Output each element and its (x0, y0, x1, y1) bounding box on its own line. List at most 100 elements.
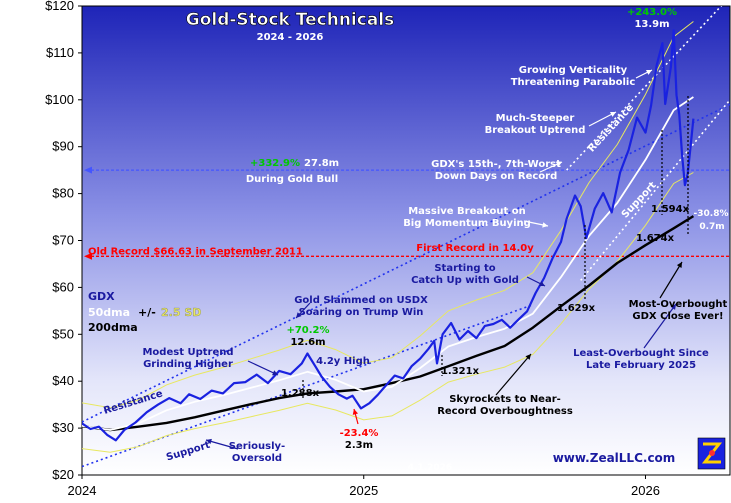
ref-arrow-gold-bull (84, 166, 92, 174)
ann-sky-1: Skyrockets to Near- (449, 394, 561, 405)
legend: GDX 50dma +/- 2.5 SD 200dma (88, 290, 202, 334)
x-axis: 2024 2025 2026 (68, 475, 660, 498)
ann-least-2: Late February 2025 (586, 360, 696, 371)
ann-gold-bull-pct: +332.9% (250, 158, 300, 169)
arrow-least-overbought-head (670, 304, 676, 310)
zeal-logo-icon (697, 437, 726, 470)
ann-starting-1: Starting to (434, 263, 495, 274)
ann-first-record: First Record in 14.0y (416, 243, 534, 254)
ann-steeper-2: Breakout Uptrend (485, 125, 586, 136)
y-tick-label: $100 (45, 92, 74, 107)
ann-vol23: 2.3m (345, 440, 373, 451)
ann-slammed-2: Soaring on Trump Win (299, 307, 424, 318)
ref-label-old-record: Old Record $66.63 in September 2011 (88, 246, 303, 257)
ann-down-1: GDX's 15th-, 7th-Worst (431, 159, 561, 170)
arrow-slammed-head (296, 312, 302, 318)
arrow-down-days-head (556, 161, 562, 167)
ann-r1321: 1.321x (441, 366, 480, 377)
arrow-massive-head (542, 222, 548, 228)
ann-down-2: Down Days on Record (435, 171, 558, 182)
watermark: www.ZealLLC.com (553, 451, 676, 465)
ann-r1288: 1.288x (281, 388, 320, 399)
chart-title: Gold-Stock Technicals (186, 10, 395, 30)
ann-r1674: 1.674x (636, 233, 675, 244)
ann-pct702: +70.2% (286, 325, 329, 336)
y-tick-label: $50 (52, 326, 74, 341)
y-tick-label: $120 (45, 0, 74, 13)
ann-peak-vol: 13.9m (634, 19, 669, 30)
y-tick-label: $110 (46, 45, 74, 60)
ann-modest-2: Grinding Higher (143, 359, 233, 370)
annotations: +243.0% 13.9m Growing Verticality Threat… (102, 7, 728, 464)
arrow-most-overbought (659, 261, 683, 299)
y-tick-label: $20 (52, 467, 74, 482)
ann-r1629: 1.629x (557, 303, 596, 314)
band-lower-line (82, 172, 694, 453)
ann-modest-1: Modest Uptrend (142, 347, 233, 358)
arrow-oversold (205, 439, 239, 450)
ann-least-1: Least-Overbought Since (573, 348, 709, 359)
y-tick-label: $60 (52, 279, 74, 294)
x-tick-label: 2024 (68, 483, 97, 498)
ann-growing-1: Growing Verticality (519, 65, 628, 76)
reference-lines: Old Record $66.63 in September 2011 (84, 166, 730, 260)
y-tick-label: $40 (52, 373, 74, 388)
series-lines (82, 21, 695, 453)
arrow-skyrockets (495, 353, 532, 396)
band-upper-line (82, 21, 694, 409)
ann-neg308: -30.8% (694, 209, 729, 219)
arrow-oversold-head (206, 438, 212, 445)
arrow-modest-head (272, 370, 278, 376)
trend-resistance-lower (82, 103, 730, 423)
ann-gold-bull-vol: 27.8m (304, 158, 339, 169)
y-axis: $20 $30 $40 $50 $60 $70 $80 $90 $100 $110 $120 (45, 0, 82, 482)
ann-neg234: -23.4% (340, 428, 379, 439)
ref-arrow-old-record (84, 252, 92, 260)
arrows (205, 69, 689, 450)
arrow-neg234-head (352, 409, 359, 415)
ann-vol07: 0.7m (699, 222, 724, 232)
ann-over-2: Oversold (232, 453, 282, 464)
ann-massive-2: Big Momentum Buying (403, 218, 531, 229)
legend-band-sign: +/- (138, 306, 156, 319)
arrow-starting-head (539, 281, 545, 287)
trend-support-upper (580, 99, 730, 281)
series-line-50dma (82, 96, 694, 431)
trend-lines (82, 6, 730, 468)
legend-200dma: 200dma (88, 321, 138, 334)
ann-slammed-1: Gold Slammed on USDX (294, 295, 428, 306)
ann-most-1: Most-Overbought (629, 299, 728, 310)
x-tick-label: 2026 (631, 483, 660, 498)
footer-date: 4.1.2026 (408, 463, 452, 473)
ann-sky-2: Record Overboughtness (437, 406, 573, 417)
x-tick-label: 2025 (349, 483, 378, 498)
legend-band-value: 2.5 SD (161, 306, 201, 319)
ann-gold-bull-text: During Gold Bull (246, 174, 338, 185)
arrow-growing-head (646, 69, 652, 75)
series-line-gdx (82, 29, 695, 442)
ann-peak-pct: +243.0% (627, 7, 677, 18)
arrow-least-overbought (643, 303, 677, 349)
arrow-steeper-head (610, 112, 616, 117)
ann-r1594: 1.594x (651, 204, 690, 215)
arrow-modest (247, 360, 279, 376)
y-tick-label: $30 (52, 420, 74, 435)
y-tick-label: $80 (52, 186, 74, 201)
arrow-skyrockets-head (525, 354, 531, 360)
ann-growing-2: Threatening Parabolic (511, 77, 636, 88)
ann-high-42: 4.2y High (316, 356, 370, 367)
legend-50dma: 50dma (88, 306, 130, 319)
ann-massive-1: Massive Breakout on (408, 206, 526, 217)
ann-vol126: 12.6m (290, 337, 325, 348)
arrow-most-overbought-head (676, 262, 682, 268)
ann-over-1: Seriously- (229, 441, 285, 452)
ann-steeper-1: Much-Steeper (496, 113, 575, 124)
y-tick-label: $70 (52, 233, 74, 248)
plot-background (82, 6, 730, 475)
ann-starting-2: Catch Up with Gold (411, 275, 519, 286)
legend-ticker: GDX (88, 290, 115, 303)
series-line-200dma (82, 215, 695, 432)
ann-most-2: GDX Close Ever! (632, 311, 723, 322)
chart-subtitle: 2024 - 2026 (257, 32, 324, 43)
